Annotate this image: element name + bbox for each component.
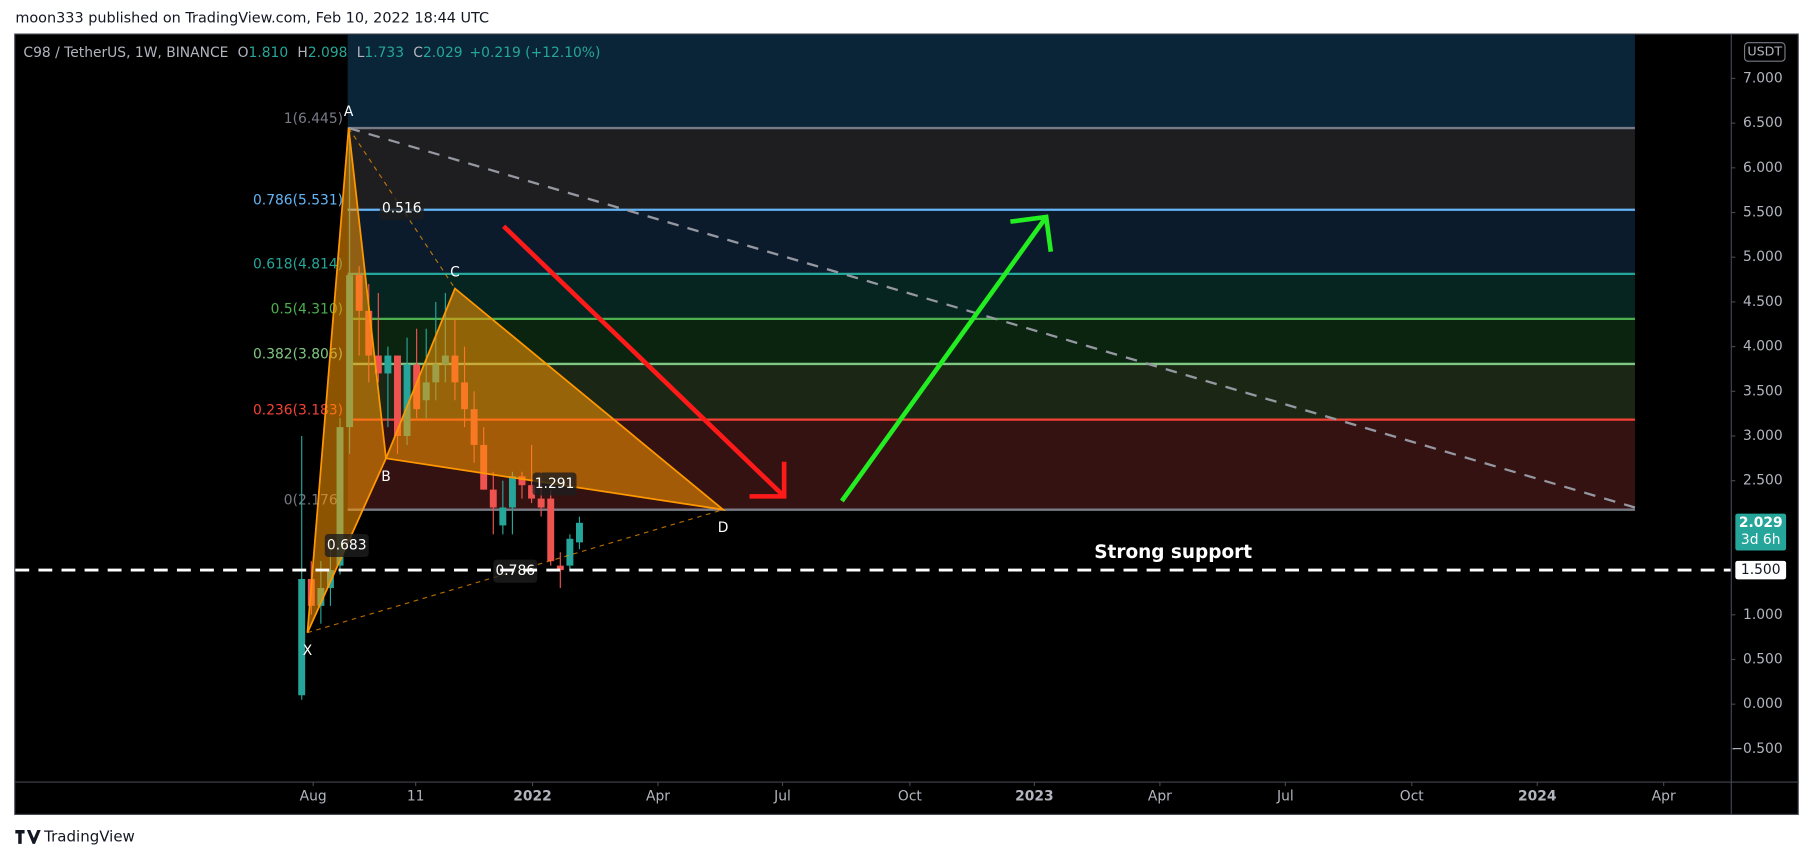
candle-body	[576, 522, 583, 543]
legend-key: H	[297, 45, 307, 61]
legend-value: 2.098	[308, 45, 348, 61]
legend-key: L	[357, 45, 365, 61]
candle-body	[508, 476, 516, 508]
publish-header: moon333 published on TradingView.com, Fe…	[15, 10, 489, 26]
y-tick-label: 6.500	[1743, 115, 1783, 131]
x-tick-label: Oct	[898, 789, 923, 805]
x-tick-label: 11	[407, 789, 425, 805]
pattern-ratio-label: 0.786	[495, 563, 535, 579]
pattern-ratio-label: 0.516	[382, 200, 422, 216]
pattern-ratio: 1.291	[532, 472, 577, 496]
pattern-ratio-bg	[493, 559, 538, 583]
y-tick-label: −0.500	[1731, 741, 1782, 757]
candle-body	[374, 355, 382, 374]
y-tick-label: 7.000	[1743, 70, 1783, 86]
pattern-point-label: C	[450, 264, 460, 280]
support-price-label: 1.500	[1741, 562, 1781, 578]
candle-body	[556, 565, 564, 571]
candle-body	[489, 489, 497, 508]
x-tick-label: 2023	[1015, 789, 1054, 805]
x-tick-label: Apr	[646, 789, 670, 805]
pattern-point-label: D	[718, 520, 729, 536]
plot-area: 1(6.445) 0.786(5.531) 0.618(4.814) 0.5(4.31…	[15, 34, 1731, 700]
pattern-point-label: X	[303, 643, 313, 659]
support-price-tag	[1735, 560, 1787, 580]
candle-body	[394, 355, 401, 437]
legend-key: O	[238, 45, 249, 61]
fib-label: 1(6.445)	[284, 111, 343, 127]
fib-label: 0.382(3.806)	[253, 347, 343, 363]
last-price-label: 2.029	[1739, 515, 1783, 531]
fib-label: 0.786(5.531)	[253, 193, 343, 209]
legend-value: 1.810	[249, 45, 289, 61]
candle-body	[298, 579, 306, 696]
y-tick-label: 5.500	[1743, 205, 1783, 221]
candle-body	[566, 538, 574, 566]
fib-label: 0.236(3.183)	[253, 402, 343, 418]
candle-body	[384, 355, 392, 374]
pattern-ratio-label: 0.683	[327, 538, 367, 554]
x-tick-label: Jul	[1276, 789, 1294, 805]
x-tick-label: Apr	[1148, 789, 1172, 805]
candle-body	[403, 364, 411, 437]
pattern-ratio: 0.683	[324, 533, 369, 558]
footer-logo	[15, 829, 41, 844]
arrows	[502, 214, 1054, 503]
candle-body	[547, 498, 555, 562]
x-tick-label: 2022	[513, 789, 552, 805]
candle-body	[528, 485, 536, 499]
pattern-ratio-label: 1.291	[535, 476, 575, 492]
legend-change: +0.219 (+12.10%)	[470, 45, 601, 61]
pattern-ratio-bg	[532, 472, 577, 496]
y-tick-label: 2.500	[1743, 473, 1783, 489]
x-tick-label: Jul	[773, 789, 791, 805]
x-tick-label: Aug	[300, 789, 327, 805]
y-tick-label: 0.000	[1743, 696, 1783, 712]
y-tick-label: 3.000	[1743, 428, 1783, 444]
fib-label: 0.618(4.814)	[253, 257, 343, 273]
candle-body	[518, 476, 526, 486]
last-price-tag	[1735, 513, 1787, 551]
y-tick-label: 1.000	[1743, 607, 1783, 623]
x-tick-label: Oct	[1400, 789, 1425, 805]
pattern-point-label: A	[344, 104, 354, 120]
footer-brand: TradingView	[43, 827, 135, 845]
legend: C98 / TetherUS, 1W, BINANCE O1.810 H2.098 L…	[23, 45, 600, 61]
unit-label: USDT	[1747, 43, 1782, 58]
y-tick-label: 3.500	[1743, 383, 1783, 399]
legend-value: 1.733	[364, 45, 404, 61]
fib-band	[347, 34, 1635, 129]
candle-body	[499, 507, 507, 526]
support-label: Strong support	[1094, 542, 1252, 563]
fib-band	[347, 128, 1635, 210]
y-tick-label: 4.500	[1743, 294, 1783, 310]
legend-symbol: C98 / TetherUS, 1W, BINANCE	[23, 45, 228, 61]
x-tick-label: Apr	[1652, 789, 1676, 805]
countdown-label: 3d 6h	[1741, 532, 1781, 548]
fib-band	[347, 209, 1635, 274]
pattern-ratio: 0.516	[379, 196, 424, 220]
x-tick-label: 2024	[1518, 789, 1557, 805]
y-tick-label: 0.500	[1743, 651, 1783, 667]
unit-badge	[1743, 42, 1786, 62]
trendline	[348, 126, 1636, 509]
legend-key: C	[413, 45, 423, 61]
legend-value: 2.029	[423, 45, 463, 61]
y-tick-label: 6.000	[1743, 160, 1783, 176]
fib-label: 0.5(4.310)	[271, 302, 343, 318]
pattern-ratio-bg	[379, 196, 424, 220]
candle-body	[537, 498, 545, 508]
fib-band	[347, 318, 1635, 364]
pattern-point-label: B	[381, 469, 391, 485]
pattern-ratio: 0.786	[493, 559, 538, 583]
y-tick-label: 5.000	[1743, 249, 1783, 265]
y-tick-label: 4.000	[1743, 339, 1783, 355]
pattern-ratio-bg	[324, 533, 369, 558]
